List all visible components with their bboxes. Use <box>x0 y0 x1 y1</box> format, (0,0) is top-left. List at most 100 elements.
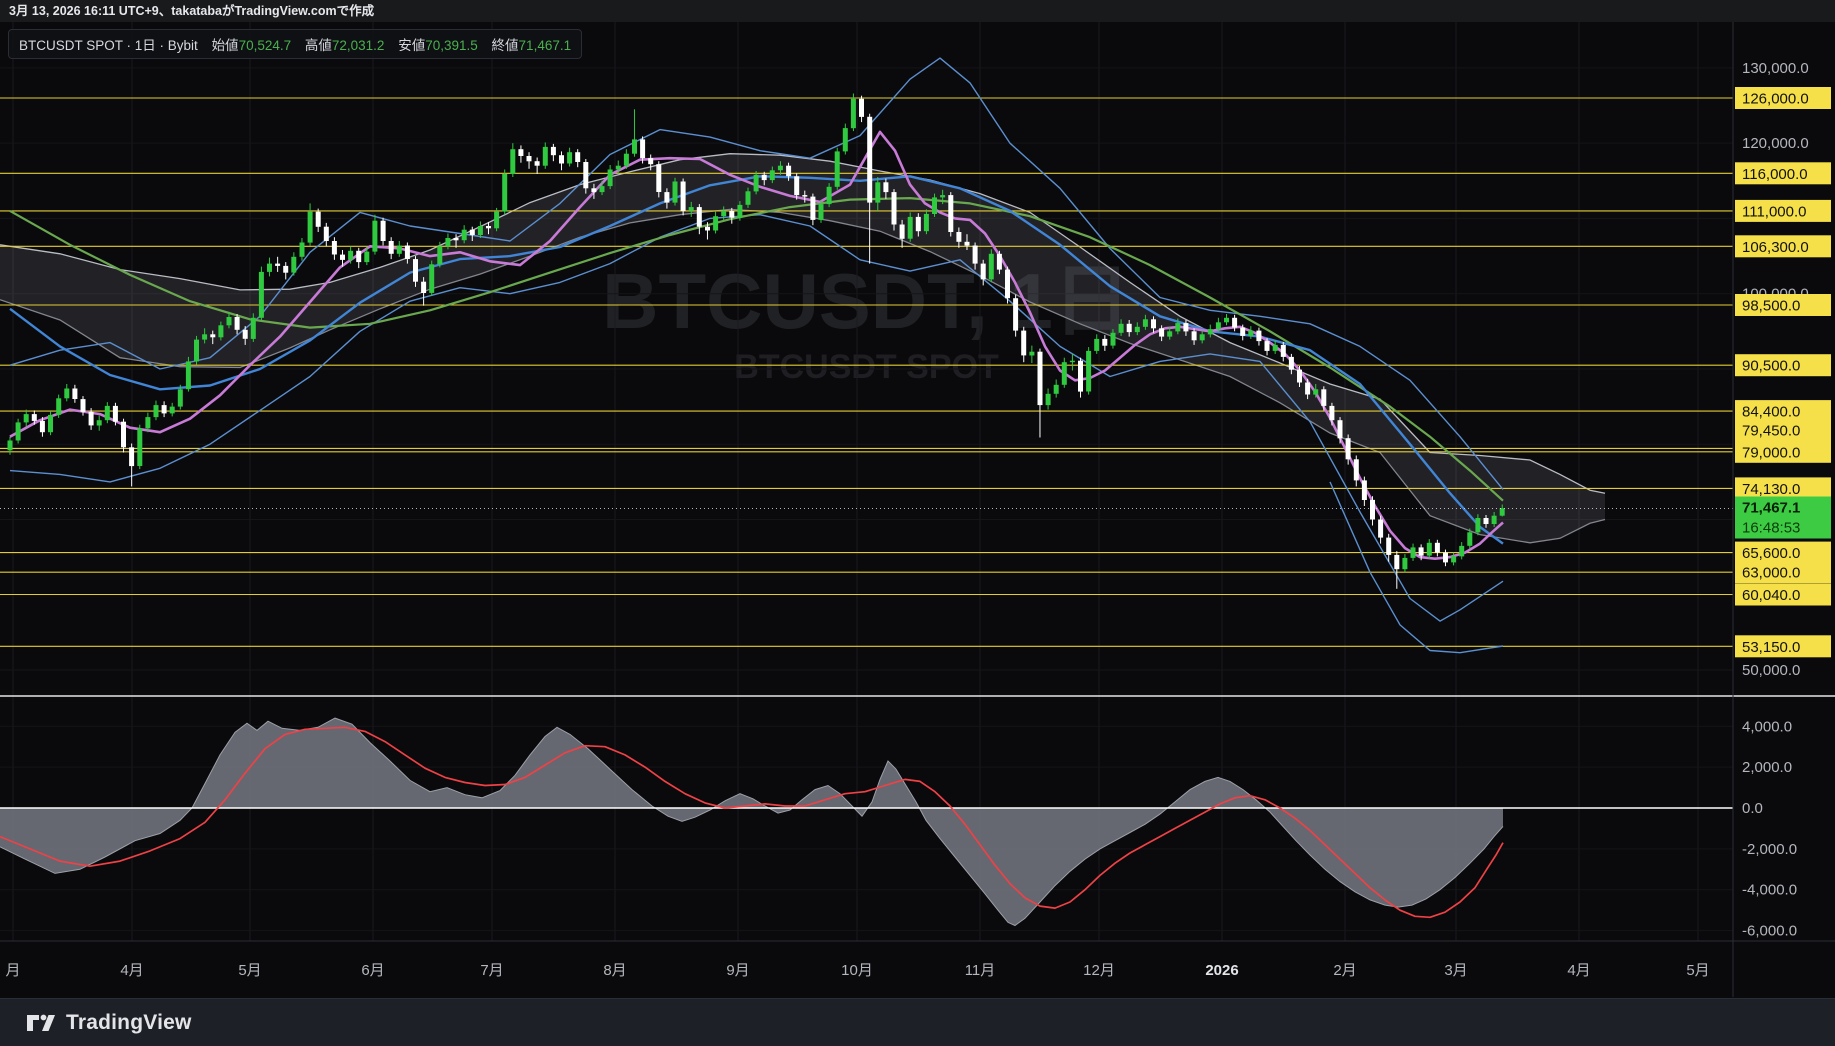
time-axis-label: 3月 <box>1444 962 1467 979</box>
candle-body <box>1118 323 1124 333</box>
candle-body <box>518 149 524 156</box>
candle-body <box>834 151 840 187</box>
candle-body <box>1151 319 1156 329</box>
candle-body <box>404 245 410 259</box>
candle-body <box>656 164 662 192</box>
candle-body <box>1005 269 1010 299</box>
candle-body <box>1134 326 1140 333</box>
candle-body <box>242 329 248 339</box>
candle-body <box>1207 329 1213 335</box>
candle-body <box>396 245 402 254</box>
candle-body <box>850 98 856 129</box>
candle-body <box>494 211 500 229</box>
candle-body <box>559 155 564 164</box>
candle-body <box>153 405 159 418</box>
level-label-bg <box>1735 561 1831 584</box>
candle-body <box>1224 317 1229 323</box>
candle-body <box>883 182 889 193</box>
legend-close-value: 71,467.1 <box>518 38 572 53</box>
candle-body <box>340 254 345 260</box>
candle-body <box>1240 327 1246 336</box>
candle-body <box>1078 360 1083 392</box>
candle-body <box>923 213 929 232</box>
candle-body <box>1215 322 1221 330</box>
candle-body <box>283 265 289 273</box>
candle-body <box>615 165 621 170</box>
candle-body <box>348 250 354 260</box>
candlestick-series <box>7 93 1505 589</box>
time-axis-label: 2月 <box>1333 962 1356 979</box>
time-axis[interactable]: 月 4月 5月 6月 7月 8月 9月 10月 11月 12月 2026 2月 3月 4月 5月 <box>5 962 1709 979</box>
candle-body <box>769 170 775 181</box>
level-label-text: 63,000.0 <box>1742 565 1800 582</box>
time-axis-label: 5月 <box>238 962 261 979</box>
candle-body <box>786 165 792 177</box>
level-label-bg <box>1735 477 1831 500</box>
candle-body <box>331 241 337 255</box>
level-label-text: 98,500.0 <box>1742 298 1800 315</box>
price-axis[interactable]: 130,000.0120,000.0100,000.050,000.0126,0… <box>1735 60 1831 940</box>
candle-body <box>291 256 297 273</box>
candle-body <box>599 186 605 193</box>
bollinger-lower-line <box>9 213 1504 622</box>
level-label-text: 65,600.0 <box>1742 545 1800 562</box>
time-axis-label: 8月 <box>603 962 626 979</box>
candle-body <box>1483 518 1489 524</box>
candle-body <box>1086 350 1092 392</box>
candle-body <box>1183 323 1189 332</box>
candle-body <box>802 195 808 197</box>
candle-body <box>1378 519 1384 538</box>
candle-body <box>542 146 548 166</box>
candle-body <box>745 191 751 205</box>
candle-body <box>234 317 240 330</box>
tradingview-logo-icon[interactable] <box>26 1010 56 1036</box>
candle-body <box>169 406 175 414</box>
level-label-bg <box>1735 199 1831 222</box>
candle-body <box>818 204 824 220</box>
candle-body <box>1313 389 1319 395</box>
candle-body <box>932 197 937 214</box>
candle-body <box>915 216 921 232</box>
candle-body <box>258 271 264 318</box>
candle-body <box>988 253 994 280</box>
level-label-bg <box>1735 583 1831 606</box>
level-label-text: 106,300.0 <box>1742 239 1809 256</box>
series-legend[interactable]: BTCUSDT SPOT · 1日 · Bybit 始値70,524.7 高値7… <box>8 29 583 59</box>
candle-body <box>1410 547 1416 558</box>
candle-body <box>696 207 702 227</box>
candle-body <box>534 161 540 166</box>
tradingview-wordmark[interactable]: TradingView <box>66 1010 192 1034</box>
candle-body <box>1451 556 1457 563</box>
legend-close-label: 終値 <box>491 38 519 53</box>
legend-high-value: 72,031.2 <box>331 38 385 53</box>
time-axis-label: 4月 <box>120 962 143 979</box>
candle-body <box>161 405 167 414</box>
candle-body <box>1288 356 1294 370</box>
oscillator-axis-label: -2,000.0 <box>1742 841 1797 858</box>
candle-body <box>112 405 118 422</box>
candle-body <box>1053 384 1059 394</box>
candle-body <box>1370 499 1375 520</box>
candle-body <box>964 241 970 246</box>
candle-body <box>429 264 435 293</box>
candle-body <box>729 210 735 218</box>
level-label-text: 90,500.0 <box>1742 358 1800 375</box>
candle-body <box>1321 389 1327 406</box>
legend-low-label: 安値 <box>398 38 426 53</box>
candle-body <box>859 98 864 117</box>
candle-body <box>623 153 629 166</box>
level-label-text: 53,150.0 <box>1742 639 1800 656</box>
candle-body <box>753 174 759 192</box>
candle-body <box>23 414 29 423</box>
legend-low-value: 70,391.5 <box>425 38 478 53</box>
legend-open-label: 始値 <box>211 38 239 53</box>
candle-body <box>194 339 199 362</box>
time-axis-label: 6月 <box>361 962 384 979</box>
candle-body <box>867 116 873 203</box>
candle-body <box>550 146 556 156</box>
legend-high-label: 高値 <box>304 38 332 53</box>
oscillator-signal-line <box>0 726 1504 919</box>
time-axis-label: 5月 <box>1686 962 1709 979</box>
candle-body <box>1094 338 1100 351</box>
